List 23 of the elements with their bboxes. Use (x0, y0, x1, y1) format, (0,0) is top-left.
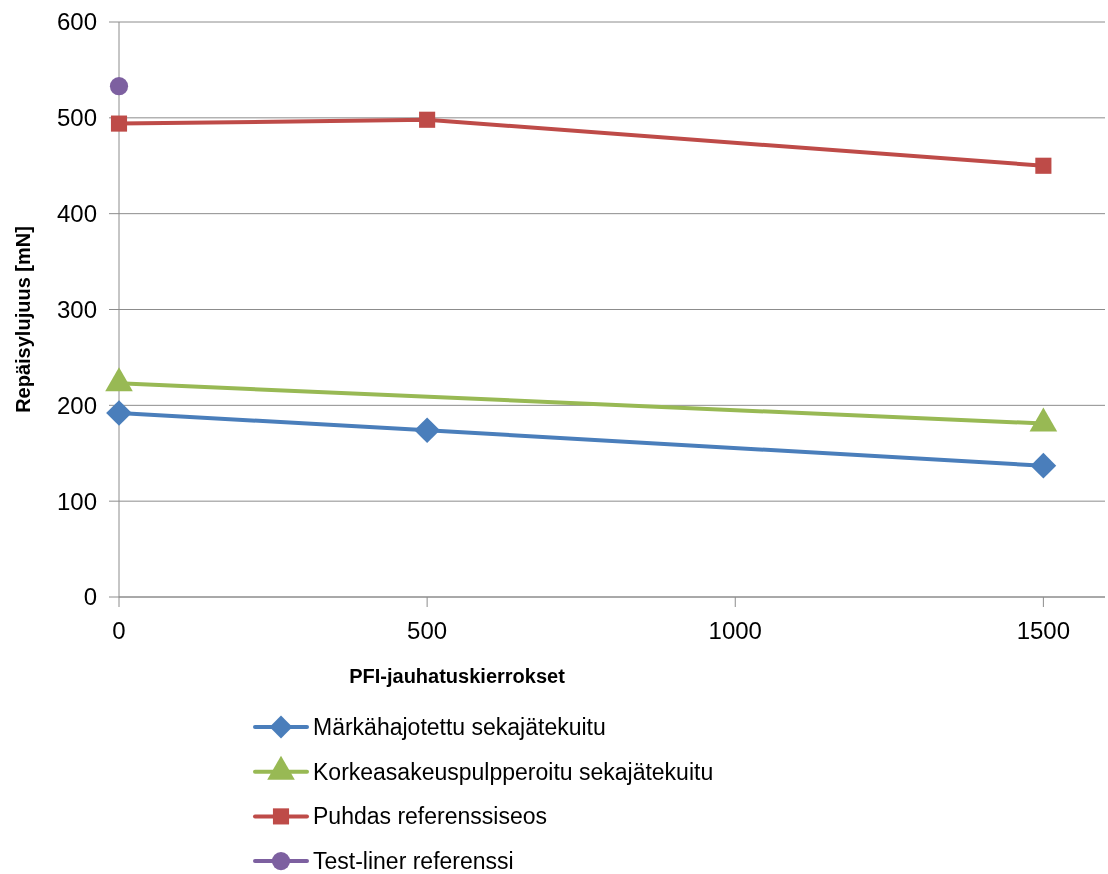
legend-label: Märkähajotettu sekajätekuitu (313, 714, 606, 741)
y-tick-label: 400 (56, 200, 97, 228)
x-tick-label: 500 (407, 617, 448, 644)
y-tick-label: 500 (56, 104, 97, 132)
point (1035, 157, 1052, 174)
y-tick-label: 0 (83, 583, 97, 611)
point (106, 400, 132, 426)
y-tick-label: 600 (56, 8, 97, 36)
y-tick-label: 300 (56, 295, 97, 323)
point (419, 111, 436, 128)
x-tick-label: 1500 (1016, 617, 1071, 644)
x-tick-label: 1000 (708, 617, 762, 644)
point (109, 77, 129, 96)
point (1030, 452, 1057, 479)
legend-label: Korkeasakeuspulpperoitu sekajätekuitu (313, 758, 714, 785)
y-axis-title: Repäisylujuus [mN] (12, 226, 34, 413)
x-tick-label: 0 (112, 617, 126, 644)
legend-label: Test-liner referenssi (313, 848, 514, 874)
x-axis-title: PFI-jauhatuskierrokset (349, 665, 566, 687)
point (414, 417, 440, 444)
y-tick-label: 100 (56, 487, 97, 515)
legend-label: Puhdas referenssiseos (313, 803, 547, 830)
y-tick-label: 200 (56, 391, 97, 419)
